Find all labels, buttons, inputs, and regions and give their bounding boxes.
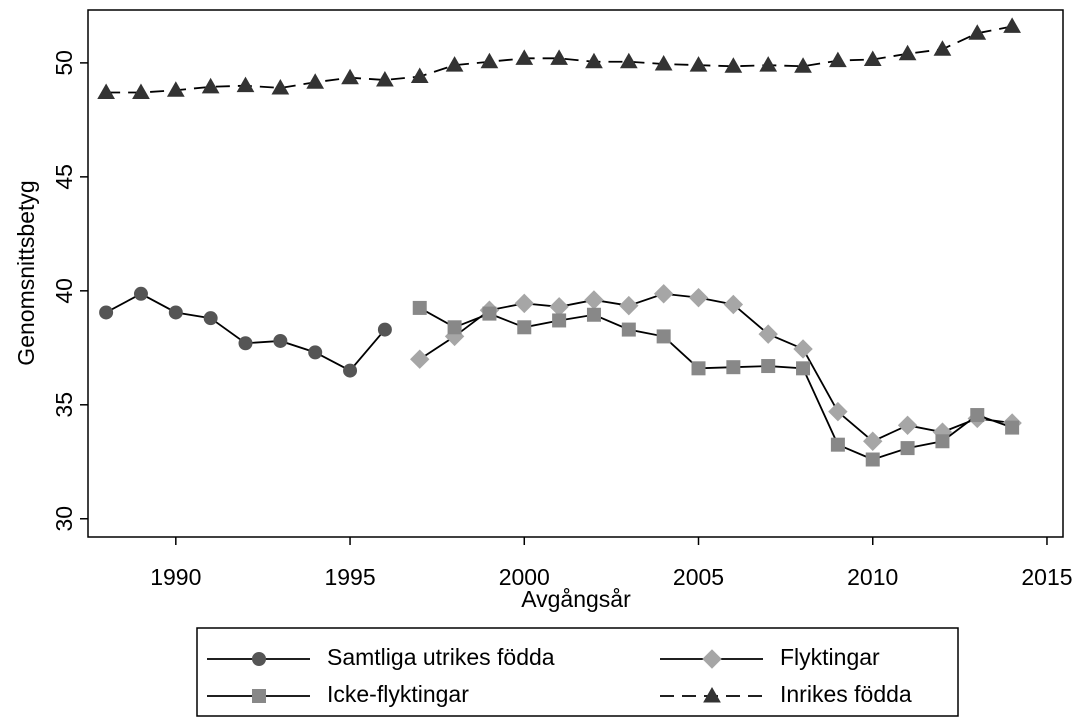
marker bbox=[933, 40, 952, 56]
marker bbox=[517, 320, 532, 335]
marker bbox=[759, 56, 778, 72]
marker bbox=[726, 360, 741, 375]
marker bbox=[702, 649, 722, 669]
series-line bbox=[105, 292, 386, 372]
y-tick-label: 30 bbox=[51, 506, 77, 532]
legend-label: Inrikes födda bbox=[780, 681, 912, 707]
marker bbox=[829, 51, 847, 68]
marker bbox=[863, 50, 882, 66]
marker bbox=[619, 295, 639, 316]
marker bbox=[252, 689, 266, 703]
marker bbox=[688, 287, 709, 308]
marker bbox=[447, 320, 462, 335]
y-tick-label: 50 bbox=[51, 50, 77, 76]
marker bbox=[621, 322, 636, 337]
marker bbox=[689, 56, 708, 72]
marker bbox=[970, 408, 985, 423]
marker bbox=[343, 363, 358, 378]
marker bbox=[653, 284, 674, 304]
marker bbox=[97, 83, 115, 100]
marker bbox=[168, 305, 183, 320]
marker bbox=[514, 293, 534, 314]
marker bbox=[723, 294, 744, 315]
marker bbox=[656, 329, 671, 344]
x-tick-label: 2010 bbox=[847, 564, 898, 590]
marker bbox=[654, 55, 673, 71]
marker bbox=[252, 652, 266, 666]
marker bbox=[308, 345, 323, 360]
marker bbox=[515, 49, 534, 65]
marker bbox=[238, 336, 253, 351]
marker bbox=[1003, 17, 1021, 33]
marker bbox=[830, 437, 845, 452]
marker bbox=[935, 434, 950, 449]
x-axis-label: Avgångsår bbox=[521, 586, 631, 612]
x-tick-label: 2000 bbox=[499, 564, 550, 590]
x-tick-label: 2005 bbox=[673, 564, 724, 590]
marker bbox=[271, 78, 290, 95]
marker bbox=[552, 313, 567, 328]
marker bbox=[794, 57, 812, 73]
marker bbox=[236, 76, 255, 93]
marker bbox=[549, 297, 569, 317]
marker bbox=[377, 322, 392, 337]
marker bbox=[691, 361, 706, 376]
marker bbox=[99, 305, 114, 320]
marker bbox=[865, 452, 880, 467]
marker bbox=[761, 359, 776, 374]
marker bbox=[968, 24, 987, 40]
marker bbox=[445, 56, 464, 72]
marker bbox=[703, 686, 721, 703]
marker bbox=[201, 77, 220, 94]
x-tick-label: 1990 bbox=[150, 564, 201, 590]
y-tick-label: 40 bbox=[51, 278, 77, 304]
marker bbox=[273, 333, 288, 348]
marker bbox=[898, 44, 917, 61]
marker bbox=[828, 401, 848, 422]
legend-label: Flyktingar bbox=[780, 644, 880, 670]
marker bbox=[900, 441, 915, 456]
marker bbox=[863, 431, 883, 451]
marker bbox=[203, 311, 218, 326]
x-tick-label: 2015 bbox=[1021, 564, 1072, 590]
x-tick-label: 1995 bbox=[324, 564, 375, 590]
marker bbox=[410, 349, 430, 369]
marker bbox=[410, 67, 429, 84]
plot-frame bbox=[87, 9, 1064, 538]
y-tick-label: 35 bbox=[51, 392, 77, 418]
marker bbox=[550, 49, 568, 65]
marker bbox=[1005, 420, 1020, 435]
marker bbox=[306, 73, 325, 89]
marker bbox=[166, 81, 185, 97]
y-axis-label: Genomsnittsbetyg bbox=[13, 180, 39, 365]
marker bbox=[586, 307, 601, 322]
legend-label: Samtliga utrikes födda bbox=[327, 644, 555, 670]
marker bbox=[793, 339, 813, 359]
marker bbox=[341, 68, 359, 85]
series-line bbox=[419, 307, 1013, 461]
marker bbox=[796, 361, 811, 376]
marker bbox=[897, 415, 918, 436]
marker bbox=[480, 52, 499, 69]
series-line bbox=[106, 25, 1013, 94]
marker bbox=[758, 324, 778, 344]
marker bbox=[412, 300, 427, 315]
y-tick-label: 45 bbox=[51, 164, 77, 190]
marker bbox=[132, 83, 150, 100]
marker bbox=[724, 57, 743, 73]
marker bbox=[585, 52, 603, 69]
marker bbox=[584, 290, 604, 310]
marker bbox=[482, 306, 497, 321]
marker bbox=[133, 286, 148, 301]
marker bbox=[376, 70, 394, 87]
marker bbox=[619, 52, 638, 69]
legend-box bbox=[196, 627, 959, 717]
legend-label: Icke-flyktingar bbox=[327, 681, 469, 707]
